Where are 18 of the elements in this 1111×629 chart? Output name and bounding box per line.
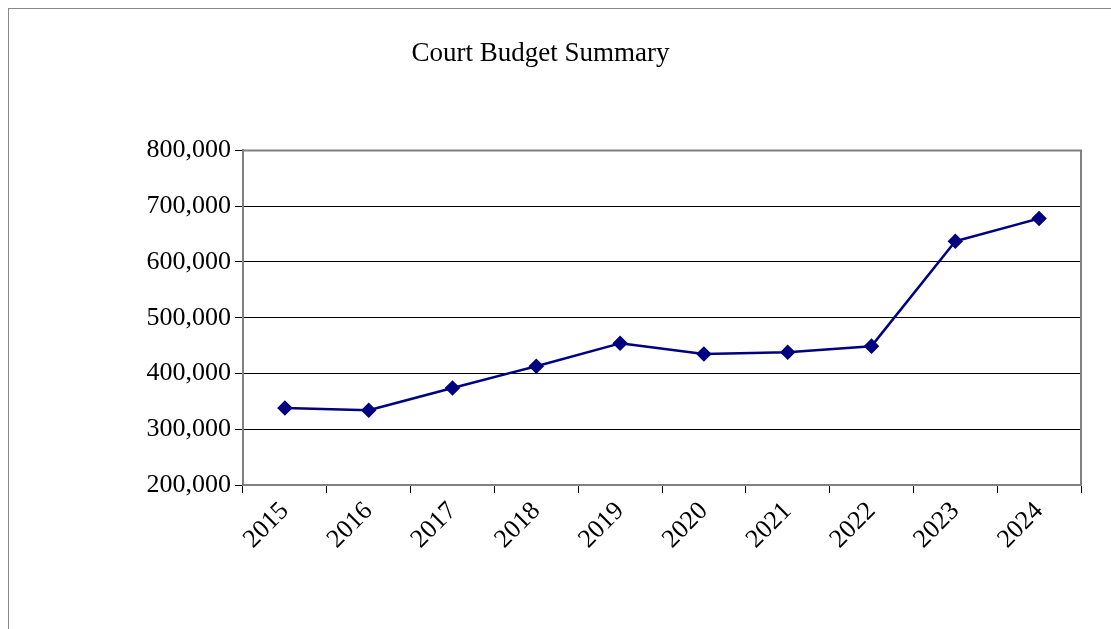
y-tick-label: 500,000 [146,301,231,331]
point [612,336,628,351]
point [780,345,795,360]
point [529,358,544,374]
y-tick-label: 300,000 [146,413,231,443]
y-tick-label: 600,000 [146,245,231,275]
y-tick-label: 400,000 [146,357,231,387]
point [948,234,963,249]
y-tick-label: 700,000 [146,189,231,219]
point [361,403,376,418]
point [864,338,879,354]
point [696,346,712,362]
y-tick-label: 200,000 [146,468,231,498]
point [277,400,293,416]
point [445,380,460,396]
chart-title: Court Budget Summary [411,37,670,68]
point [1031,211,1047,226]
y-tick-label: 800,000 [146,134,231,164]
